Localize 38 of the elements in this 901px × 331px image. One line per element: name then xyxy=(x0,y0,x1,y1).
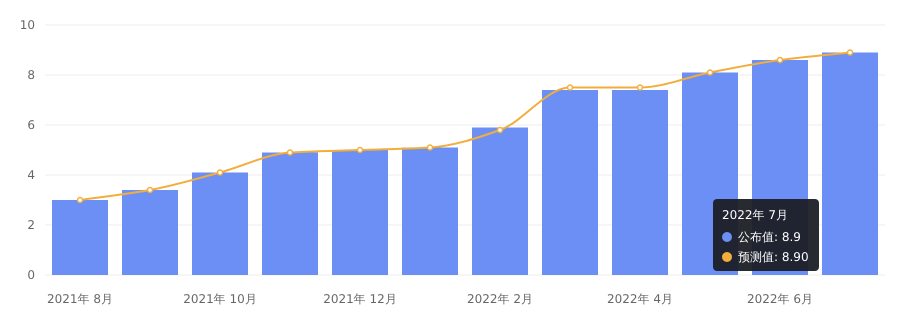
tooltip: 2022年 7月 公布值: 8.9 预测值: 8.90 xyxy=(713,199,819,271)
y-tick-label: 4 xyxy=(27,168,35,182)
point xyxy=(356,146,364,154)
x-tick-label: 2022年 4月 xyxy=(607,292,673,306)
point xyxy=(286,149,294,156)
point xyxy=(566,84,574,91)
bar xyxy=(472,128,528,275)
x-tick-label: 2022年 6月 xyxy=(747,292,813,306)
bar xyxy=(822,52,878,275)
x-tick-label: 2021年 12月 xyxy=(323,292,397,306)
bar xyxy=(122,190,178,275)
bar xyxy=(612,90,668,275)
y-tick-label: 0 xyxy=(27,268,35,282)
bar xyxy=(402,148,458,275)
point xyxy=(496,126,504,134)
x-tick-label: 2022年 2月 xyxy=(467,292,533,306)
x-tick-label: 2021年 10月 xyxy=(183,292,257,306)
bar xyxy=(52,200,108,275)
bar xyxy=(542,90,598,275)
bar xyxy=(332,150,388,275)
bar xyxy=(192,172,248,275)
point xyxy=(706,69,714,76)
annotation: 公布值: 8.9 xyxy=(738,230,801,244)
bar xyxy=(262,152,318,275)
annotation: 预测值: 8.90 xyxy=(738,250,809,264)
point xyxy=(636,84,644,91)
y-tick-label: 8 xyxy=(27,68,35,82)
point xyxy=(216,169,224,176)
point xyxy=(426,144,434,151)
point xyxy=(846,49,854,56)
y-tick-label: 2 xyxy=(27,218,35,232)
point xyxy=(146,186,154,194)
point xyxy=(776,56,784,64)
annotation: 2022年 7月 xyxy=(722,208,788,222)
point xyxy=(76,196,84,204)
x-tick-label: 2021年 8月 xyxy=(47,292,113,306)
y-tick-label: 6 xyxy=(27,118,35,132)
y-tick-label: 10 xyxy=(20,18,35,32)
